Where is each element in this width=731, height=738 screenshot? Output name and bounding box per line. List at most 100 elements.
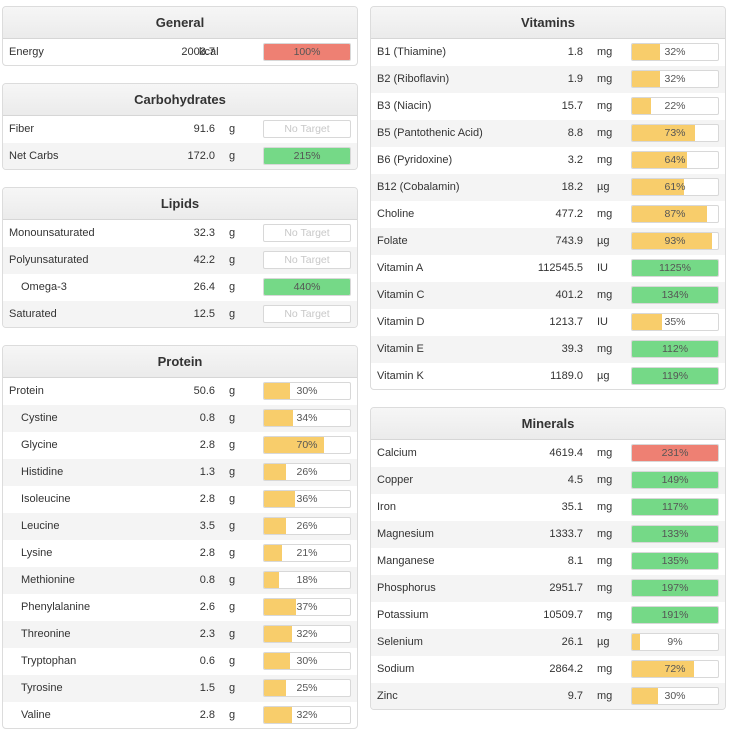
nutrient-row[interactable]: Methionine 0.8 g 18% xyxy=(3,567,357,594)
nutrient-unit: g xyxy=(229,655,236,667)
nutrient-name: Phenylalanine xyxy=(21,601,91,613)
nutrient-row[interactable]: Copper 4.5 mg 149% xyxy=(371,467,725,494)
nutrient-amount: 1.5 xyxy=(199,682,215,694)
target-progress-bar: No Target xyxy=(263,305,351,323)
nutrient-amount: 35.1 xyxy=(561,501,583,513)
nutrient-row[interactable]: Zinc 9.7 mg 30% xyxy=(371,683,725,709)
nutrient-amount: 2951.7 xyxy=(549,582,583,594)
nutrient-row[interactable]: Folate 743.9 µg 93% xyxy=(371,228,725,255)
target-progress-bar: 26% xyxy=(263,517,351,535)
nutrient-row[interactable]: Phosphorus 2951.7 mg 197% xyxy=(371,575,725,602)
nutrient-row[interactable]: Fiber 91.6 g No Target xyxy=(3,116,357,143)
nutrient-row[interactable]: Energy 2003.7 kcal 100% xyxy=(3,39,357,65)
nutrient-unit: mg xyxy=(597,73,613,85)
target-percent-label: 30% xyxy=(664,690,686,702)
nutrient-row[interactable]: Threonine 2.3 g 32% xyxy=(3,621,357,648)
nutrient-amount: 2.3 xyxy=(199,628,215,640)
nutrient-row[interactable]: Vitamin D 1213.7 IU 35% xyxy=(371,309,725,336)
target-progress-bar: No Target xyxy=(263,251,351,269)
nutrient-row[interactable]: Tryptophan 0.6 g 30% xyxy=(3,648,357,675)
target-progress-bar: 119% xyxy=(631,367,719,385)
target-percent-label: 70% xyxy=(296,439,318,451)
nutrient-row[interactable]: Omega-3 26.4 g 440% xyxy=(3,274,357,301)
nutrient-unit: g xyxy=(229,308,236,320)
nutrient-name: B5 (Pantothenic Acid) xyxy=(377,127,483,139)
nutrient-row[interactable]: B1 (Thiamine) 1.8 mg 32% xyxy=(371,39,725,66)
nutrient-row[interactable]: Manganese 8.1 mg 135% xyxy=(371,548,725,575)
nutrient-row[interactable]: Vitamin K 1189.0 µg 119% xyxy=(371,363,725,389)
nutrient-row[interactable]: Leucine 3.5 g 26% xyxy=(3,513,357,540)
nutrient-row[interactable]: B6 (Pyridoxine) 3.2 mg 64% xyxy=(371,147,725,174)
nutrient-name: Fiber xyxy=(9,123,35,135)
nutrient-row[interactable]: Histidine 1.3 g 26% xyxy=(3,459,357,486)
target-progress-bar: 30% xyxy=(631,687,719,705)
nutrient-row[interactable]: Cystine 0.8 g 34% xyxy=(3,405,357,432)
target-progress-fill xyxy=(264,707,292,723)
nutrient-row[interactable]: Calcium 4619.4 mg 231% xyxy=(371,440,725,467)
nutrient-unit: g xyxy=(229,227,236,239)
nutrient-row[interactable]: Selenium 26.1 µg 9% xyxy=(371,629,725,656)
nutrient-amount: 4619.4 xyxy=(549,447,583,459)
nutrient-name: Monounsaturated xyxy=(9,227,95,239)
nutrient-name: Energy xyxy=(9,46,44,58)
nutrient-name: Cystine xyxy=(21,412,58,424)
nutrient-amount: 39.3 xyxy=(561,343,583,355)
nutrient-row[interactable]: Saturated 12.5 g No Target xyxy=(3,301,357,327)
nutrient-unit: mg xyxy=(597,582,613,594)
target-percent-label: 61% xyxy=(664,181,686,193)
nutrient-name: Methionine xyxy=(21,574,75,586)
target-progress-bar: 72% xyxy=(631,660,719,678)
nutrient-name: Vitamin A xyxy=(377,262,424,274)
nutrient-row[interactable]: Monounsaturated 32.3 g No Target xyxy=(3,220,357,247)
target-percent-label: No Target xyxy=(284,123,330,135)
target-percent-label: 32% xyxy=(664,46,686,58)
nutrient-row[interactable]: Valine 2.8 g 32% xyxy=(3,702,357,728)
nutrient-row[interactable]: Sodium 2864.2 mg 72% xyxy=(371,656,725,683)
nutrient-row[interactable]: B12 (Cobalamin) 18.2 µg 61% xyxy=(371,174,725,201)
nutrient-row[interactable]: Isoleucine 2.8 g 36% xyxy=(3,486,357,513)
nutrient-amount: 2.8 xyxy=(199,439,215,451)
target-percent-label: 32% xyxy=(296,628,318,640)
nutrient-unit: mg xyxy=(597,447,613,459)
nutrient-unit: g xyxy=(229,628,236,640)
nutrient-row[interactable]: B5 (Pantothenic Acid) 8.8 mg 73% xyxy=(371,120,725,147)
target-progress-bar: 30% xyxy=(263,382,351,400)
nutrient-row[interactable]: B3 (Niacin) 15.7 mg 22% xyxy=(371,93,725,120)
target-progress-bar: 149% xyxy=(631,471,719,489)
nutrient-name: Tyrosine xyxy=(21,682,63,694)
target-progress-fill xyxy=(264,464,287,480)
nutrient-unit: mg xyxy=(597,343,613,355)
nutrient-row[interactable]: Vitamin A 112545.5 IU 1125% xyxy=(371,255,725,282)
nutrient-row[interactable]: B2 (Riboflavin) 1.9 mg 32% xyxy=(371,66,725,93)
target-percent-label: No Target xyxy=(284,308,330,320)
nutrient-row[interactable]: Iron 35.1 mg 117% xyxy=(371,494,725,521)
nutrient-row[interactable]: Net Carbs 172.0 g 215% xyxy=(3,143,357,169)
nutrient-row[interactable]: Tyrosine 1.5 g 25% xyxy=(3,675,357,702)
target-progress-fill xyxy=(632,179,685,195)
nutrient-amount: 1.3 xyxy=(199,466,215,478)
nutrient-row[interactable]: Potassium 10509.7 mg 191% xyxy=(371,602,725,629)
target-percent-label: 93% xyxy=(664,235,686,247)
target-percent-label: 134% xyxy=(661,289,689,301)
nutrient-row[interactable]: Vitamin C 401.2 mg 134% xyxy=(371,282,725,309)
target-percent-label: 87% xyxy=(664,208,686,220)
nutrient-row[interactable]: Magnesium 1333.7 mg 133% xyxy=(371,521,725,548)
nutrient-unit: µg xyxy=(597,370,610,382)
nutrient-name: Lysine xyxy=(21,547,53,559)
target-progress-fill xyxy=(264,653,290,669)
nutrient-row[interactable]: Choline 477.2 mg 87% xyxy=(371,201,725,228)
target-progress-bar: 215% xyxy=(263,147,351,165)
target-progress-bar: 61% xyxy=(631,178,719,196)
panel-carbohydrates: Carbohydrates Fiber 91.6 g No Target Net Carb… xyxy=(2,83,358,170)
nutrient-row[interactable]: Lysine 2.8 g 21% xyxy=(3,540,357,567)
nutrient-name: Omega-3 xyxy=(21,281,67,293)
nutrient-name: Iron xyxy=(377,501,396,513)
target-progress-bar: 1125% xyxy=(631,259,719,277)
nutrient-row[interactable]: Glycine 2.8 g 70% xyxy=(3,432,357,459)
nutrient-unit: g xyxy=(229,439,236,451)
nutrient-row[interactable]: Protein 50.6 g 30% xyxy=(3,378,357,405)
nutrient-row[interactable]: Phenylalanine 2.6 g 37% xyxy=(3,594,357,621)
target-percent-label: 72% xyxy=(664,663,686,675)
nutrient-row[interactable]: Vitamin E 39.3 mg 112% xyxy=(371,336,725,363)
nutrient-row[interactable]: Polyunsaturated 42.2 g No Target xyxy=(3,247,357,274)
